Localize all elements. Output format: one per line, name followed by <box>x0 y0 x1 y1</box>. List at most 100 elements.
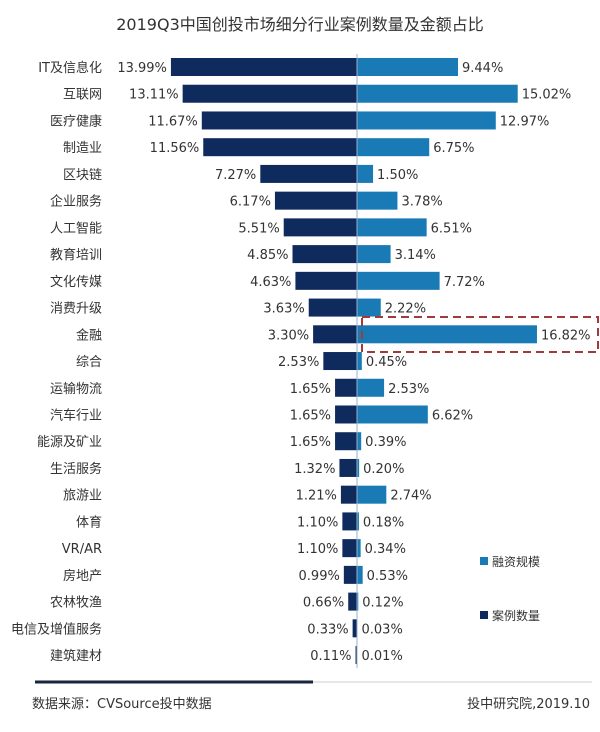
bar-funding <box>357 271 440 290</box>
bar-funding <box>357 485 387 504</box>
category-label: 金融 <box>76 327 102 343</box>
data-label-funding: 2.22% <box>385 302 426 317</box>
data-label-cases: 0.33% <box>307 622 348 637</box>
bar-funding <box>357 298 381 317</box>
data-label-cases: 5.51% <box>238 221 279 236</box>
bar-cases <box>203 138 357 157</box>
bar-funding <box>357 458 360 477</box>
category-label: 旅游业 <box>63 489 102 504</box>
bar-funding <box>357 191 398 210</box>
data-label-funding: 0.18% <box>363 515 404 530</box>
data-label-cases: 0.11% <box>310 649 351 664</box>
bar-cases <box>340 485 357 504</box>
category-label: 区块链 <box>63 168 102 183</box>
bar-cases <box>182 84 357 103</box>
data-label-cases: 1.21% <box>296 489 337 504</box>
footer-credit: 投中研究院,2019.10 <box>467 696 590 712</box>
category-label: 建筑建材 <box>50 648 102 664</box>
bar-cases <box>355 646 357 665</box>
category-label: 企业服务 <box>50 194 102 210</box>
highlight-box <box>361 316 599 353</box>
bar-funding <box>357 138 430 157</box>
legend-label-funding: 融资规模 <box>492 554 540 569</box>
category-label: VR/AR <box>62 542 102 557</box>
data-label-funding: 6.62% <box>432 408 473 423</box>
bar-funding <box>357 512 359 531</box>
data-label-cases: 11.67% <box>148 114 198 129</box>
bar-cases <box>352 619 357 638</box>
data-label-funding: 12.97% <box>500 114 550 129</box>
category-label: 制造业 <box>63 141 102 156</box>
data-label-cases: 3.63% <box>263 302 304 317</box>
bar-cases <box>308 298 357 317</box>
category-label: 互联网 <box>63 88 102 103</box>
data-label-funding: 6.75% <box>433 141 474 156</box>
data-label-funding: 0.53% <box>367 569 408 584</box>
bar-cases <box>335 432 357 451</box>
bar-cases <box>342 512 357 531</box>
data-label-cases: 1.32% <box>294 462 335 477</box>
data-label-funding: 0.20% <box>363 462 404 477</box>
bar-cases <box>170 58 357 76</box>
data-label-funding: 7.72% <box>444 275 485 290</box>
bar-cases <box>313 325 357 344</box>
data-label-funding: 2.53% <box>388 382 429 397</box>
data-label-funding: 0.34% <box>365 542 406 557</box>
bar-cases <box>260 164 357 183</box>
category-label: 农林牧渔 <box>50 596 102 611</box>
category-label: 房地产 <box>63 568 102 584</box>
category-label: IT及信息化 <box>38 60 102 76</box>
category-label: 电信及增值服务 <box>11 621 102 637</box>
bar-cases <box>292 245 357 264</box>
data-label-funding: 0.12% <box>362 596 403 611</box>
data-label-cases: 0.99% <box>299 569 340 584</box>
legend-swatch-cases <box>480 611 488 619</box>
bar-funding <box>357 245 391 264</box>
data-label-funding: 0.03% <box>362 622 403 637</box>
legend-swatch-funding <box>480 557 488 565</box>
bar-funding <box>357 84 518 103</box>
bar-cases <box>335 378 357 397</box>
data-label-funding: 1.50% <box>377 168 418 183</box>
bar-funding <box>357 111 496 130</box>
bar-funding <box>357 565 363 584</box>
category-label: 人工智能 <box>50 221 102 236</box>
legend-label-cases: 案例数量 <box>492 608 540 623</box>
data-label-funding: 2.74% <box>390 489 431 504</box>
category-label: 汽车行业 <box>50 407 102 423</box>
data-label-cases: 1.10% <box>297 542 338 557</box>
data-label-cases: 7.27% <box>215 168 256 183</box>
bar-funding <box>357 58 459 76</box>
bar-cases <box>201 111 357 130</box>
category-label: 能源及矿业 <box>37 435 102 450</box>
bar-cases <box>339 458 357 477</box>
data-label-cases: 4.63% <box>250 275 291 290</box>
data-label-cases: 4.85% <box>247 248 288 263</box>
category-label: 文化传媒 <box>50 275 102 290</box>
data-label-funding: 3.14% <box>395 248 436 263</box>
bar-cases <box>342 539 357 558</box>
bar-cases <box>283 218 357 237</box>
bar-cases <box>343 565 357 584</box>
footer-source: 数据来源：CVSource投中数据 <box>32 696 212 712</box>
bar-funding <box>357 592 359 611</box>
bar-funding <box>357 164 374 183</box>
category-label: 医疗健康 <box>50 113 102 129</box>
data-label-cases: 1.10% <box>297 515 338 530</box>
bar-funding <box>357 325 537 344</box>
data-label-cases: 3.30% <box>268 328 309 343</box>
bar-funding <box>357 539 361 558</box>
bar-cases <box>295 271 357 290</box>
bar-cases <box>323 352 357 371</box>
data-label-funding: 16.82% <box>541 328 591 343</box>
data-label-funding: 0.45% <box>366 355 407 370</box>
bar-cases <box>335 405 357 424</box>
data-label-cases: 1.65% <box>290 408 331 423</box>
data-label-funding: 6.51% <box>431 221 472 236</box>
data-label-cases: 1.65% <box>290 435 331 450</box>
data-label-cases: 2.53% <box>278 355 319 370</box>
data-label-funding: 9.44% <box>462 61 503 76</box>
data-label-funding: 0.39% <box>365 435 406 450</box>
